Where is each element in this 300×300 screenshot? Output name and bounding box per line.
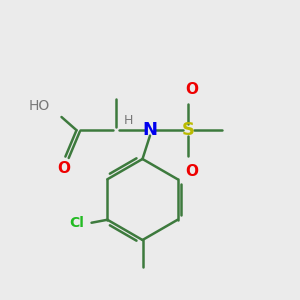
Text: O: O <box>57 161 70 176</box>
Text: Cl: Cl <box>69 216 84 230</box>
Text: N: N <box>142 121 158 139</box>
Text: S: S <box>182 121 195 139</box>
Text: O: O <box>185 164 199 179</box>
Text: H: H <box>124 114 133 127</box>
Text: HO: HO <box>29 99 50 113</box>
Text: O: O <box>185 82 199 97</box>
